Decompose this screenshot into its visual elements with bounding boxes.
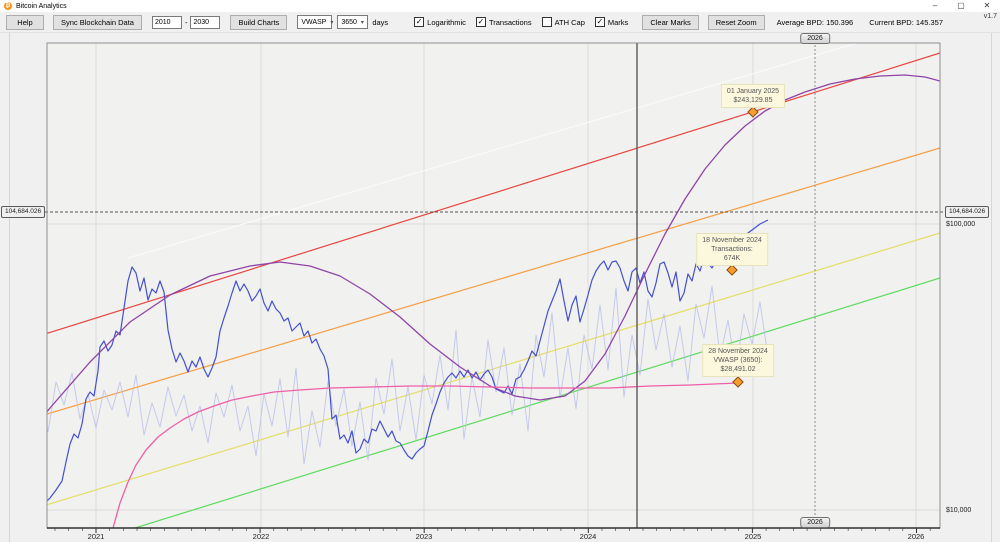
chevron-down-icon: ▾	[360, 19, 364, 26]
checkbox-label: ATH Cap	[554, 17, 585, 27]
close-icon[interactable]: ✕	[983, 1, 991, 10]
bitcoin-app-icon: ₿	[4, 2, 12, 10]
mark-diamond-icon[interactable]	[732, 376, 744, 388]
x-axis-label: 2021	[88, 532, 105, 541]
check-icon: ✓	[475, 17, 486, 27]
title-bar: ₿ Bitcoin Analytics – ▢ ✕	[0, 0, 1000, 12]
checkbox-logarithmic[interactable]: ✓ Logarithmic	[414, 17, 466, 27]
series-trend-orange	[47, 147, 940, 415]
checkbox-ath-cap[interactable]: ATH Cap	[541, 17, 585, 27]
series-upper-band-white	[127, 43, 860, 259]
build-charts-button[interactable]: Build Charts	[230, 14, 288, 30]
checkbox-transactions[interactable]: ✓ Transactions	[475, 17, 532, 27]
series-transactions	[47, 285, 769, 465]
plot-area[interactable]	[47, 43, 940, 528]
checkbox-marks[interactable]: ✓ Marks	[594, 17, 629, 27]
series-support-green	[134, 277, 940, 528]
checkbox-label: Logarithmic	[427, 17, 466, 27]
reset-zoom-button[interactable]: Reset Zoom	[707, 14, 765, 30]
year-to-input[interactable]	[190, 15, 221, 29]
x-axis-label: 2026	[908, 532, 925, 541]
series-vwasp-pink	[112, 382, 739, 528]
days-label: days	[372, 17, 389, 27]
window-title: Bitcoin Analytics	[16, 2, 67, 10]
checkbox-label: Transactions	[488, 17, 532, 27]
average-bpd-stat: Average BPD: 150.396	[776, 17, 854, 27]
empty-checkbox-icon	[541, 17, 552, 27]
x-axis-label: 2025	[745, 532, 762, 541]
minimize-icon[interactable]: –	[932, 1, 938, 10]
mark-diamond-icon[interactable]	[726, 264, 738, 276]
help-button[interactable]: Help	[6, 14, 44, 30]
version-label: v1.7	[983, 13, 997, 20]
mark-diamond-icon[interactable]	[747, 106, 759, 118]
chevron-down-icon: ▾	[330, 19, 334, 26]
checkbox-label: Marks	[607, 17, 629, 27]
check-icon: ✓	[414, 17, 425, 27]
y-axis-label: $10,000	[946, 507, 971, 514]
y-axis-label: $100,000	[946, 221, 975, 228]
range-separator: -	[184, 17, 188, 27]
year-from-input[interactable]	[151, 15, 182, 29]
period-select[interactable]: 3650 ▾	[337, 15, 369, 29]
maximize-icon[interactable]: ▢	[957, 1, 965, 10]
metric-select[interactable]: VWASP ▾	[297, 15, 334, 29]
x-axis-label: 2022	[253, 532, 270, 541]
clear-marks-button[interactable]: Clear Marks	[642, 14, 699, 30]
sync-blockchain-button[interactable]: Sync Blockchain Data	[53, 14, 142, 30]
check-icon: ✓	[594, 17, 605, 27]
toolbar: Help Sync Blockchain Data - Build Charts…	[0, 12, 1000, 33]
series-btc-price	[47, 219, 769, 502]
x-axis-label: 2023	[416, 532, 433, 541]
current-bpd-stat: Current BPD: 145.357	[869, 17, 943, 27]
x-axis-label: 2024	[580, 532, 597, 541]
